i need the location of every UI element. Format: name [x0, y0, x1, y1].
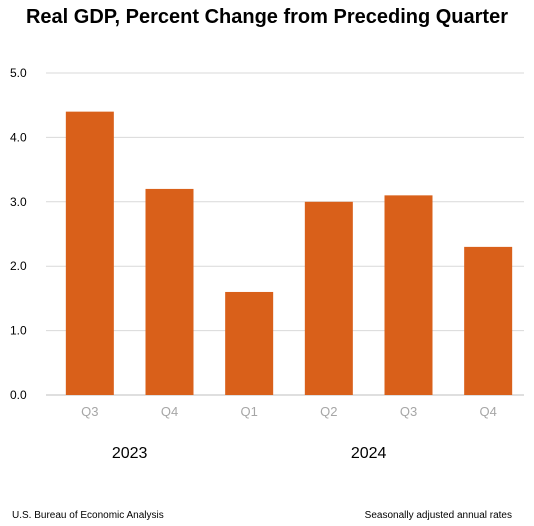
y-tick-label: 2.0: [10, 259, 27, 273]
bar: [464, 246, 513, 395]
bar: [145, 188, 194, 395]
y-tick-label: 0.0: [10, 388, 27, 402]
bar: [65, 111, 114, 395]
bar-chart: 0.0 1.0 2.0 3.0 4.0 5.0 Q3 Q4 Q1 Q2 Q3 Q4 2023 2024: [10, 66, 524, 462]
x-tick-label: Q2: [320, 404, 337, 419]
chart-title: Real GDP, Percent Change from Preceding …: [25, 6, 508, 28]
rate-note: Seasonally adjusted annual rates: [364, 510, 512, 521]
bar: [384, 195, 433, 395]
y-tick-label: 3.0: [10, 195, 27, 209]
y-tick-label: 5.0: [10, 66, 27, 80]
source-note: U.S. Bureau of Economic Analysis: [12, 510, 164, 521]
year-group-label: 2024: [351, 445, 387, 462]
y-tick-label: 1.0: [10, 324, 27, 338]
y-tick-label: 4.0: [10, 130, 27, 144]
year-group-label: 2023: [112, 445, 148, 462]
x-tick-label: Q3: [81, 404, 98, 419]
x-tick-label: Q4: [161, 404, 178, 419]
bar: [225, 291, 274, 395]
bar: [304, 201, 353, 395]
x-tick-label: Q3: [400, 404, 417, 419]
x-tick-label: Q4: [479, 404, 496, 419]
x-tick-label: Q1: [240, 404, 257, 419]
